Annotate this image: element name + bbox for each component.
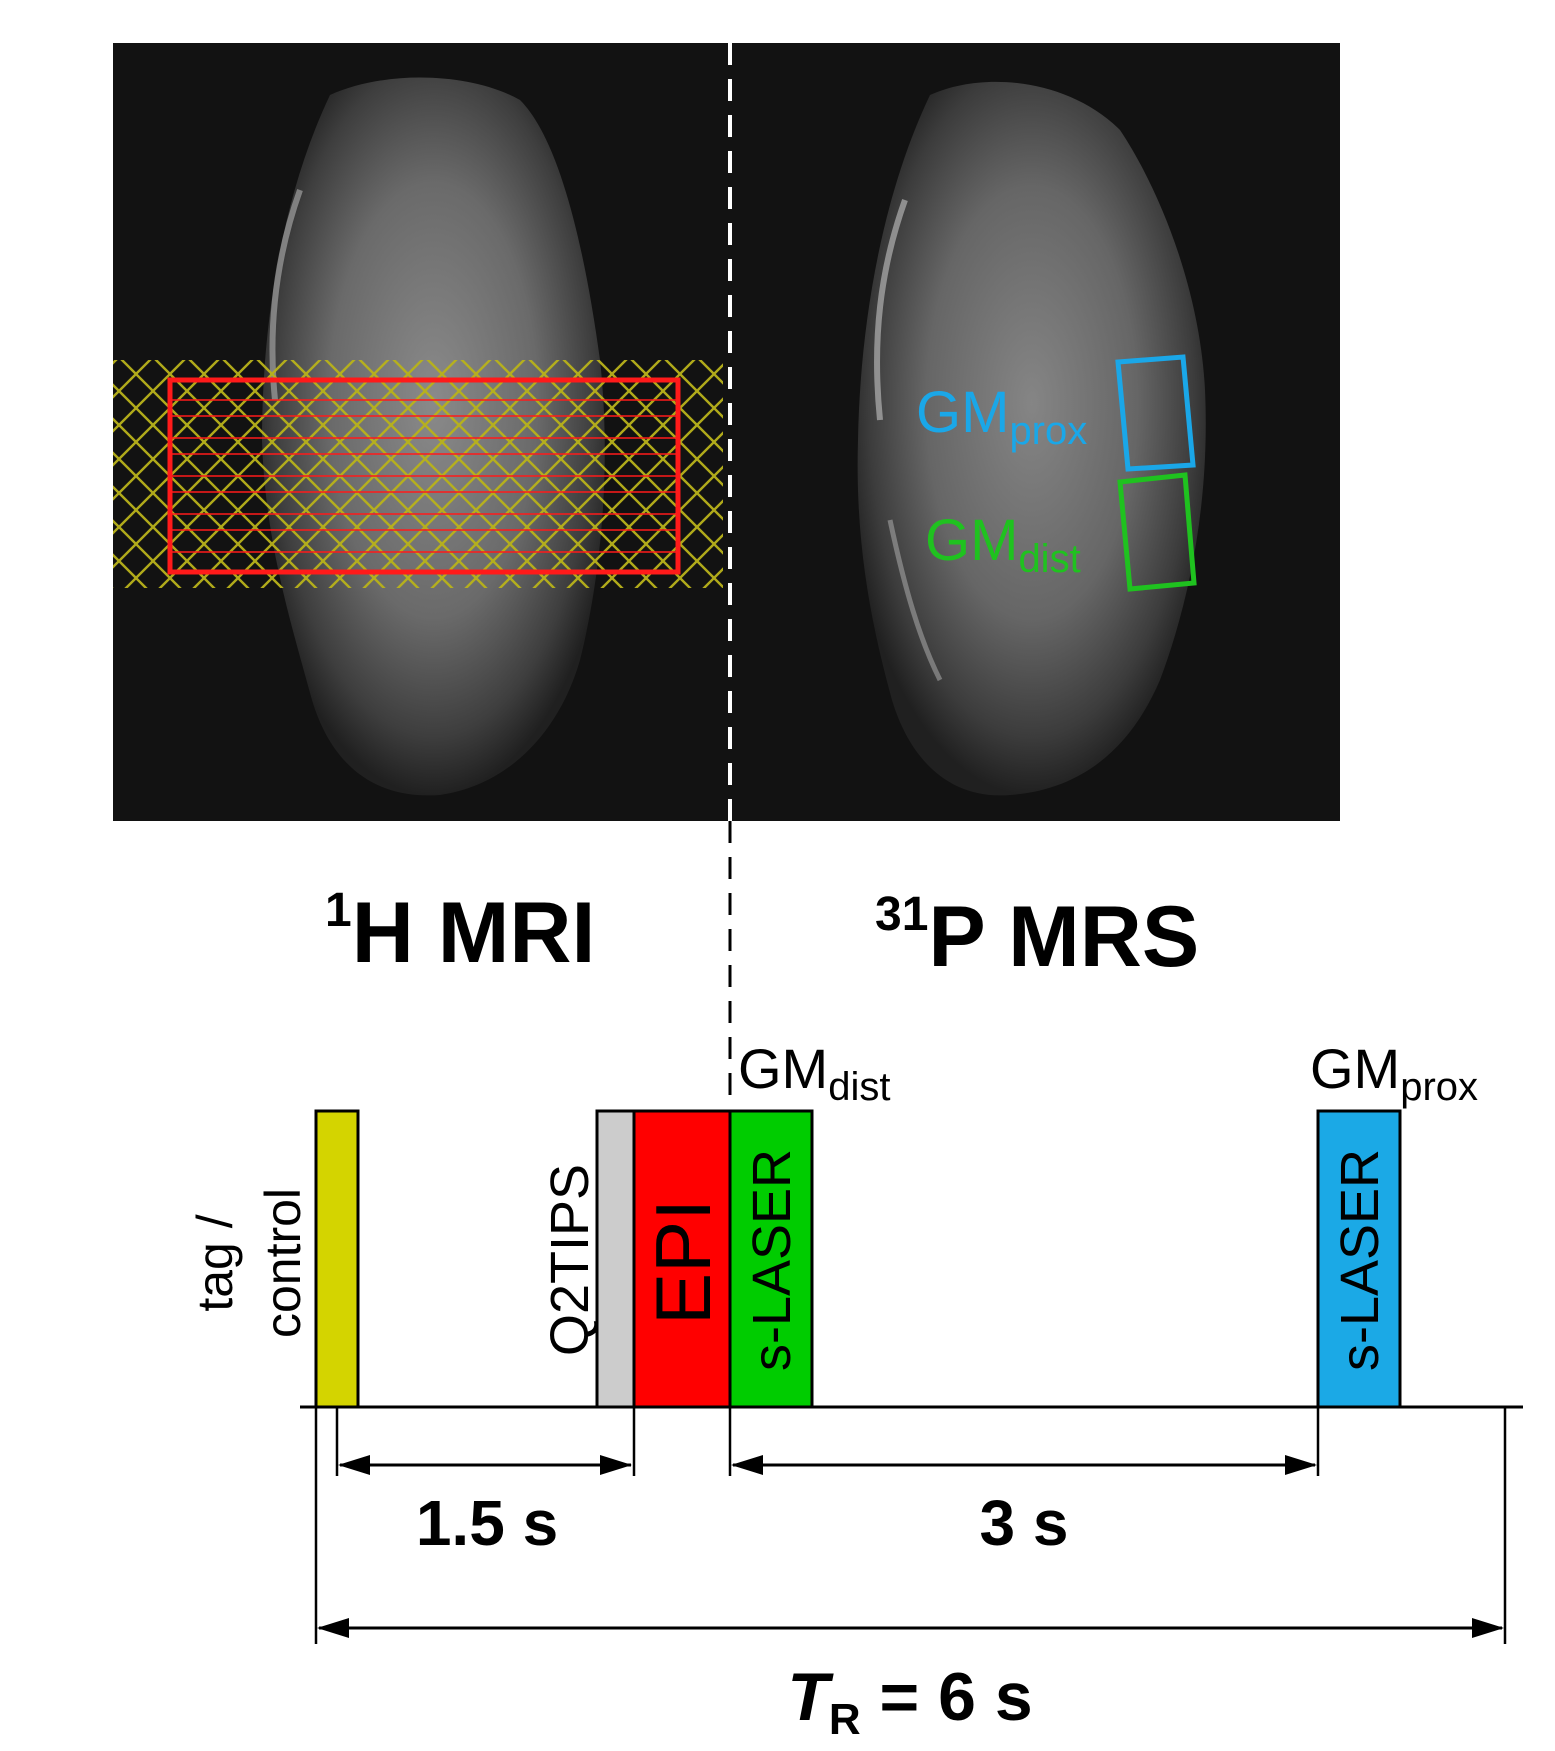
timing-ticks bbox=[314, 1407, 1507, 1644]
label-slaser-prox: s-LASER bbox=[1330, 1149, 1390, 1371]
voi-label-dist: GMdist bbox=[925, 508, 1081, 581]
timing-label-3s: 3 s bbox=[980, 1487, 1069, 1559]
label-tag-control-line2: control bbox=[255, 1188, 311, 1338]
label-slaser-dist: s-LASER bbox=[742, 1149, 802, 1371]
voi-box-prox bbox=[1115, 354, 1196, 472]
arrow-tr bbox=[317, 1618, 1504, 1638]
block-epi bbox=[632, 1109, 732, 1409]
arrow-interval-2 bbox=[731, 1455, 1317, 1475]
label-tag-control-line1: tag / bbox=[187, 1214, 243, 1311]
right-leg-edge bbox=[874, 198, 908, 421]
right-leg-image bbox=[857, 81, 1206, 796]
block-slaser-prox bbox=[1316, 1109, 1402, 1409]
right-leg-edge-lower bbox=[887, 519, 943, 682]
voi-box-dist bbox=[1117, 472, 1197, 592]
block-tag-control bbox=[314, 1109, 360, 1409]
seq-label-gm-prox: GMprox bbox=[1310, 1037, 1478, 1109]
voi-label-prox: GMprox bbox=[916, 380, 1087, 453]
tag-region-hatch bbox=[113, 360, 723, 588]
label-epi: EPI bbox=[639, 1199, 727, 1325]
heading-1h-mri: 1H MRI bbox=[325, 884, 595, 981]
epi-slice-box bbox=[167, 377, 681, 575]
block-q2tips bbox=[595, 1109, 636, 1409]
seq-label-gm-dist: GMdist bbox=[738, 1037, 890, 1109]
arrow-interval-1 bbox=[338, 1455, 632, 1475]
block-slaser-dist bbox=[728, 1109, 814, 1409]
timing-label-1-5s: 1.5 s bbox=[416, 1487, 558, 1559]
heading-31p-mrs: 31P MRS bbox=[875, 888, 1199, 985]
label-q2tips: Q2TIPS bbox=[540, 1164, 600, 1356]
timing-label-tr: TR = 6 s bbox=[787, 1659, 1032, 1744]
